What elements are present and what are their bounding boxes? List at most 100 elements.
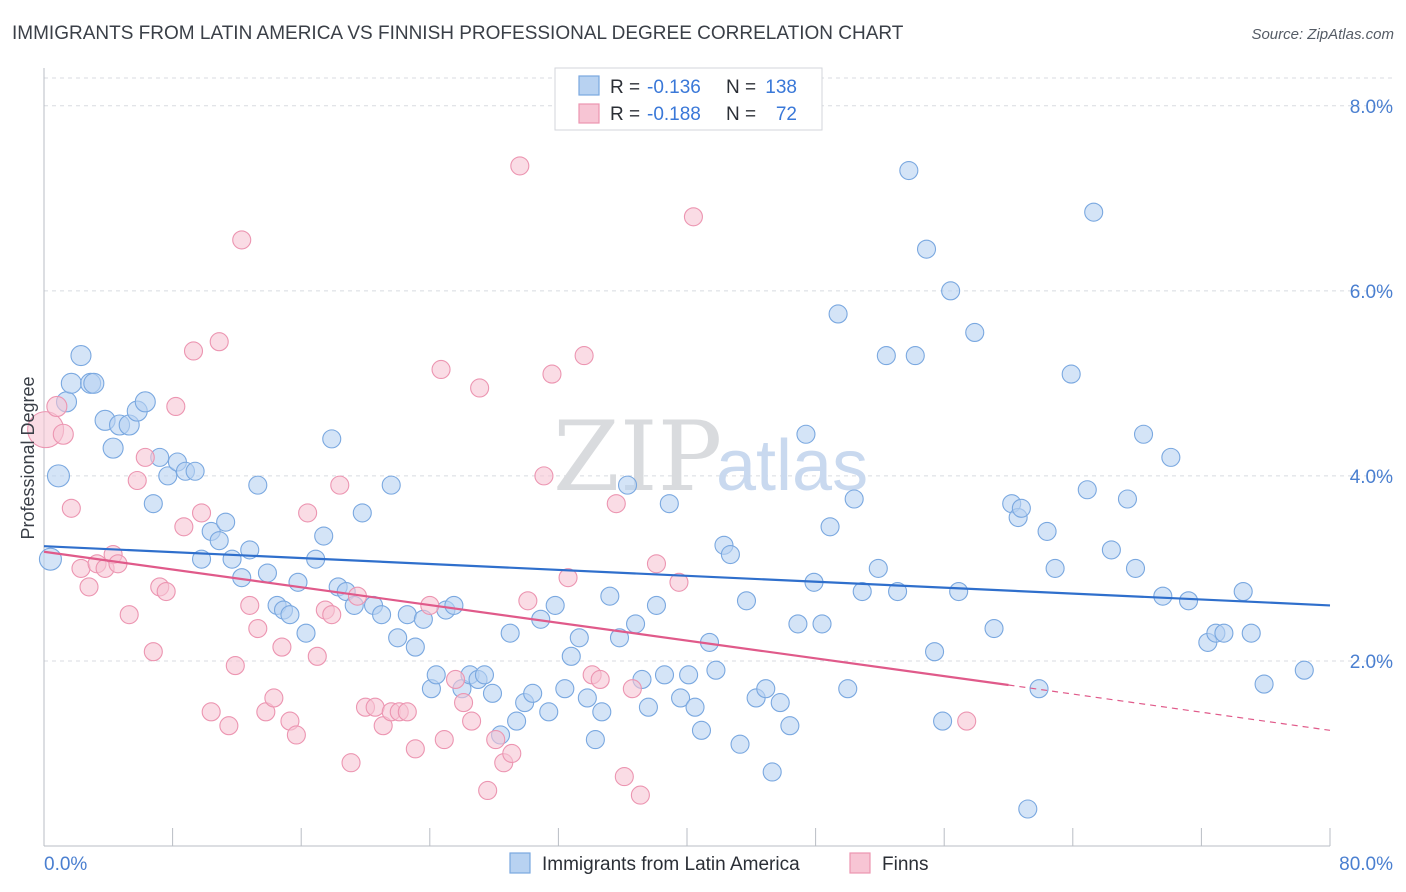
pink-point-23 <box>225 656 245 676</box>
blue-point-117 <box>1011 498 1031 518</box>
trend-line-pink-extension <box>1008 684 1331 731</box>
blue-point-65 <box>561 646 581 666</box>
pink-point-60 <box>542 364 562 384</box>
pink-point-45 <box>405 739 425 759</box>
stats-legend: R = -0.136 N = 138 R = -0.188 N = 72 <box>554 67 823 131</box>
blue-point-44 <box>397 605 417 625</box>
blue-point-79 <box>671 688 691 708</box>
blue-point-114 <box>984 619 1004 639</box>
pink-point-37 <box>341 753 361 773</box>
blue-point-57 <box>500 623 520 643</box>
pink-point-17 <box>174 517 194 537</box>
blue-point-125 <box>1101 540 1121 560</box>
blue-point-78 <box>659 494 679 514</box>
blue-point-108 <box>916 239 937 259</box>
blue-point-109 <box>925 642 945 662</box>
y-axis-title: Professional Degree <box>18 376 38 539</box>
blue-point-27 <box>257 563 277 583</box>
blue-point-63 <box>545 595 565 615</box>
blue-point-104 <box>876 346 896 366</box>
watermark-atlas: atlas <box>716 426 868 506</box>
blue-point-68 <box>585 730 605 750</box>
pink-point-26 <box>248 619 268 639</box>
pink-point-53 <box>478 780 498 801</box>
series-legend-swatch-blue <box>509 852 531 874</box>
blue-point-95 <box>796 424 816 444</box>
blue-point-26 <box>248 475 268 495</box>
pink-point-11 <box>127 470 147 491</box>
blue-point-128 <box>1133 424 1154 444</box>
pink-point-16 <box>166 396 186 417</box>
blue-point-76 <box>646 595 667 615</box>
pink-point-44 <box>397 702 417 722</box>
pink-point-57 <box>510 156 530 176</box>
watermark-zip: ZIP <box>553 401 722 513</box>
pink-point-66 <box>614 767 634 787</box>
pink-point-20 <box>201 702 221 722</box>
pink-point-69 <box>646 554 667 574</box>
chart-title: IMMIGRANTS FROM LATIN AMERICA VS FINNISH… <box>12 23 904 44</box>
pink-point-24 <box>232 230 252 250</box>
blue-point-127 <box>1125 558 1146 578</box>
blue-point-101 <box>844 489 864 509</box>
blue-point-22 <box>216 512 236 532</box>
blue-point-72 <box>617 475 638 495</box>
pink-point-22 <box>219 716 239 736</box>
blue-point-112 <box>949 581 969 602</box>
pink-point-49 <box>445 669 466 689</box>
blue-point-90 <box>756 679 776 699</box>
blue-point-113 <box>965 322 985 343</box>
blue-point-111 <box>941 281 961 301</box>
blue-point-86 <box>720 544 740 565</box>
blue-point-118 <box>1018 799 1038 819</box>
legend-r-value-blue: -0.136 <box>647 77 701 98</box>
pink-point-67 <box>622 679 642 699</box>
pink-point-36 <box>330 475 350 495</box>
blue-point-30 <box>280 605 300 625</box>
pink-point-18 <box>183 341 204 361</box>
pink-point-68 <box>630 785 650 805</box>
pink-point-61 <box>558 568 578 588</box>
blue-point-137 <box>1254 674 1274 694</box>
blue-point-67 <box>577 688 597 708</box>
pink-point-4 <box>71 558 91 578</box>
blue-point-18 <box>185 461 205 481</box>
pink-point-29 <box>272 637 292 657</box>
blue-point-4 <box>70 345 92 367</box>
blue-point-6 <box>83 372 105 394</box>
pink-point-32 <box>298 503 318 523</box>
x-tick-label-max: 80.0% <box>1339 854 1393 875</box>
pink-point-25 <box>240 595 260 615</box>
blue-point-97 <box>812 614 832 634</box>
blue-point-58 <box>507 711 527 731</box>
pink-point-31 <box>286 725 306 745</box>
pink-point-72 <box>957 711 977 731</box>
blue-point-73 <box>626 614 646 634</box>
blue-point-21 <box>209 531 229 551</box>
legend-n-label-blue: N = <box>726 77 756 98</box>
pink-point-54 <box>486 730 506 750</box>
legend-swatch-blue <box>578 75 600 96</box>
blue-point-93 <box>780 716 800 736</box>
blue-point-42 <box>381 475 401 495</box>
legend-n-label-pink: N = <box>726 104 756 125</box>
legend-r-label-pink: R = <box>610 104 640 125</box>
pink-point-62 <box>574 346 594 366</box>
blue-point-126 <box>1117 489 1138 509</box>
blue-point-60 <box>523 683 543 703</box>
blue-point-39 <box>352 503 372 523</box>
pink-point-10 <box>119 605 139 625</box>
blue-point-34 <box>314 526 334 546</box>
data-points <box>27 156 1314 819</box>
blue-point-77 <box>654 665 675 685</box>
blue-point-81 <box>685 697 705 717</box>
pink-point-40 <box>365 697 385 717</box>
blue-point-55 <box>482 683 503 703</box>
pink-point-64 <box>590 669 610 689</box>
blue-point-23 <box>222 549 242 569</box>
blue-point-138 <box>1294 660 1314 680</box>
trend-line-blue <box>43 545 1331 607</box>
blue-point-135 <box>1233 581 1253 602</box>
series-legend: Immigrants from Latin America Finns <box>509 852 928 875</box>
